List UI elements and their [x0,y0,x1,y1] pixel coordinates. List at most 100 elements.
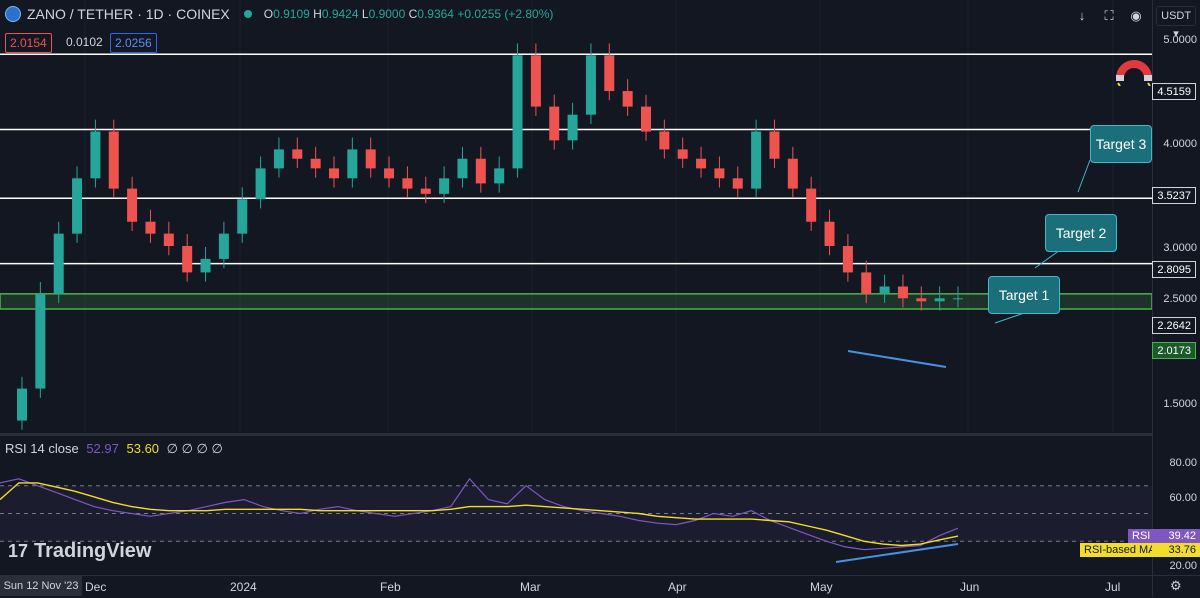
candle [365,137,376,178]
camera-icon[interactable]: ◉ [1130,8,1142,23]
candle-body [806,188,817,222]
candle [769,119,780,168]
candle [879,274,890,304]
candle [384,156,395,188]
candle-body [329,168,339,179]
candle-body [420,188,431,194]
price-tick: 3.0000 [1163,242,1197,254]
level-label: 4.5159 [1152,83,1196,100]
rsi-pane[interactable] [0,436,1152,575]
callout-leader [1034,249,1061,269]
candle [17,376,27,430]
candle [72,166,83,243]
rsi-tick: 60.00 [1169,492,1197,504]
candle-body [457,158,468,179]
time-tick: May [810,580,833,594]
rsi-tick: 80.00 [1169,457,1197,469]
tradingview-logo[interactable]: 17 TradingView [8,540,152,562]
current-price-label: 2.0173 [1152,342,1196,359]
sell-price-button[interactable]: 2.0154 [5,33,52,53]
candle [218,221,229,269]
candle [329,156,339,188]
candle-body [879,286,890,294]
candle-body [842,246,853,273]
candle [622,79,633,116]
candle [696,146,707,178]
time-tick: Feb [380,580,401,594]
candle-body [659,131,670,150]
price-pane[interactable] [0,0,1152,432]
rsi-ma-line [0,482,959,547]
candle-body [677,149,688,159]
rsi-chart[interactable] [0,436,1152,575]
candle-body [953,298,963,300]
candle [677,137,688,168]
price-chart[interactable] [0,0,1152,432]
target-3-callout[interactable]: Target 3 [1090,125,1152,163]
candle [35,281,46,398]
candle [310,146,321,178]
candle-body [127,188,138,222]
target-2-callout[interactable]: Target 2 [1045,214,1117,252]
candle-body [163,233,174,247]
candle-body [310,158,321,169]
candle [475,146,486,193]
level-label: 3.5237 [1152,187,1196,204]
candle-body [35,293,46,389]
candle [457,146,468,188]
candle-body [604,55,615,92]
candle-body [897,286,908,299]
candle-body [237,199,248,234]
candle-body [530,55,541,107]
settings-icon[interactable]: ⚙ [1170,578,1182,593]
symbol-header[interactable]: ZANO / TETHER · 1D · COINEX O0.9109 H0.9… [5,6,553,22]
zano-logo-icon [5,6,21,22]
market-status-dot [243,10,252,18]
price-tick: 1.5000 [1163,398,1197,410]
time-tick: Apr [668,580,687,594]
candle [567,102,578,150]
time-tick: Jul [1105,580,1121,594]
fullscreen-icon[interactable]: ⛶ [1104,8,1114,23]
candle-body [732,178,743,189]
candle-body [273,149,284,169]
candle [732,166,743,198]
magnet-icon [1114,58,1154,86]
candle [604,43,615,101]
buy-price-button[interactable]: 2.0256 [110,33,157,53]
candle [127,176,138,231]
candle-body [72,178,83,234]
candle-body [17,388,27,421]
candle-body [787,158,798,189]
rsi-tick: 20.00 [1169,560,1197,572]
candle-body [292,149,303,159]
price-tick: 4.0000 [1163,138,1197,150]
time-tick: Jun [960,580,980,594]
rsi-ma-tag-value: 33.76 [1152,543,1200,557]
candle-body [365,149,376,169]
rsi-ma-tag-label: RSI-based MA [1080,543,1160,557]
candle [200,247,211,282]
candle [420,176,431,204]
candle [549,94,560,150]
candle [585,43,596,124]
candle-body [567,114,578,141]
currency-selector[interactable]: USDT ▾ [1156,6,1196,40]
support-zone [0,293,1152,310]
candle [53,221,64,304]
target-1-callout[interactable]: Target 1 [988,276,1060,314]
time-cursor-label: Sun 12 Nov '23 [0,576,82,596]
price-tick: 5.0000 [1163,34,1197,46]
time-axis[interactable] [0,575,1200,598]
candle-body [53,233,64,294]
symbol-title[interactable]: ZANO / TETHER · 1D · COINEX [27,6,230,22]
candle-body [549,106,560,141]
arrow-down-icon[interactable]: ↓ [1078,8,1086,23]
candle [530,43,541,116]
candle-body [347,149,358,179]
rsi-legend[interactable]: RSI 14 close 52.97 53.60 ∅ ∅ ∅ ∅ [5,441,223,456]
candle-body [696,158,707,169]
candle-body [182,246,193,273]
pane-separator[interactable] [0,433,1152,436]
candle [512,43,523,178]
